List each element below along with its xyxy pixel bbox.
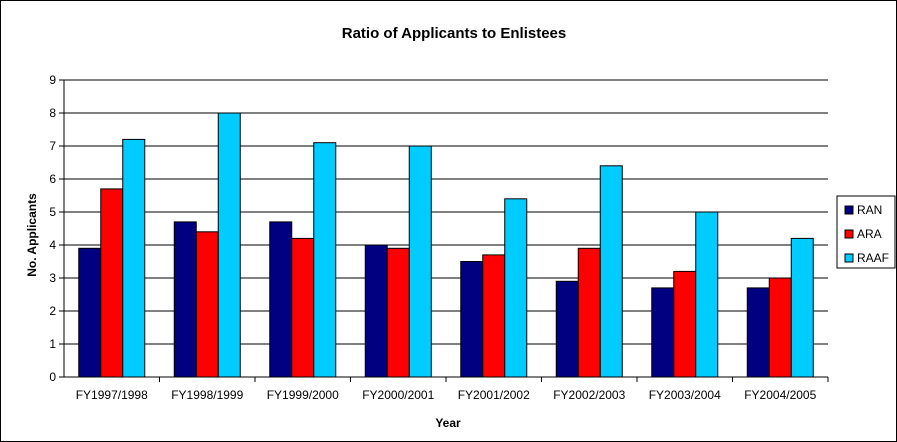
y-tick-label: 3 [49, 271, 56, 285]
bar-ara-4 [386, 247, 410, 378]
bar-raaf-3 [313, 142, 337, 378]
y-tick-labels: 0 1 2 3 4 5 6 7 8 9 [49, 73, 56, 384]
bar-raaf-7 [695, 211, 719, 378]
x-tick-label: FY1998/1999 [171, 388, 243, 402]
bar-raaf-5 [504, 198, 528, 378]
bar-raaf-4 [408, 145, 432, 378]
y-tick-label: 7 [49, 139, 56, 153]
x-tick-label: FY2001/2002 [458, 388, 530, 402]
bar-ran-3 [269, 221, 293, 378]
x-tick-label: FY2004/2005 [744, 388, 816, 402]
bar-ran-4 [364, 244, 388, 378]
x-axis-title: Year [435, 416, 461, 430]
y-tick-label: 4 [49, 238, 56, 252]
bar-ara-2 [195, 231, 219, 378]
legend-label-ran: RAN [857, 203, 882, 217]
y-tick-label: 8 [49, 106, 56, 120]
y-tick-label: 2 [49, 304, 56, 318]
bar-raaf-1 [122, 138, 146, 378]
bar-ran-2 [173, 221, 197, 378]
legend: RAN ARA RAAF [836, 195, 896, 269]
bar-ran-6 [555, 280, 579, 378]
bar-ran-5 [460, 261, 484, 378]
bar-ara-5 [482, 254, 506, 378]
bar-ara-1 [100, 188, 124, 378]
x-tick-label: FY1997/1998 [76, 388, 148, 402]
x-tick-label: FY2002/2003 [553, 388, 625, 402]
bar-ara-3 [291, 237, 315, 378]
bar-ran-8 [746, 287, 770, 378]
bar-ara-7 [673, 270, 697, 378]
legend-swatch-ara [844, 229, 854, 239]
y-tick-label: 1 [49, 337, 56, 351]
x-tick-labels: FY1997/1998 FY1998/1999 FY1999/2000 FY2000/… [76, 388, 817, 402]
y-tick-label: 0 [49, 370, 56, 384]
y-tick-label: 5 [49, 205, 56, 219]
bar-raaf-6 [599, 165, 623, 378]
y-tick-label: 9 [49, 73, 56, 87]
y-axis-title: No. Applicants [25, 193, 39, 277]
bar-raaf-8 [790, 237, 814, 378]
x-tick-label: FY2000/2001 [362, 388, 434, 402]
bars [78, 112, 814, 378]
bar-ran-1 [78, 247, 102, 378]
axes [59, 79, 829, 382]
x-tick-label: FY2003/2004 [649, 388, 721, 402]
legend-swatch-ran [844, 205, 854, 215]
legend-label-ara: ARA [857, 227, 882, 241]
y-tick-label: 6 [49, 172, 56, 186]
bar-ara-8 [768, 277, 792, 378]
chart-title: Ratio of Applicants to Enlistees [342, 25, 566, 42]
x-tick-label: FY1999/2000 [267, 388, 339, 402]
bar-raaf-2 [217, 112, 241, 378]
bar-ran-7 [651, 287, 675, 378]
bar-ara-6 [577, 247, 601, 378]
legend-swatch-raaf [844, 253, 854, 263]
legend-label-raaf: RAAF [857, 251, 889, 265]
